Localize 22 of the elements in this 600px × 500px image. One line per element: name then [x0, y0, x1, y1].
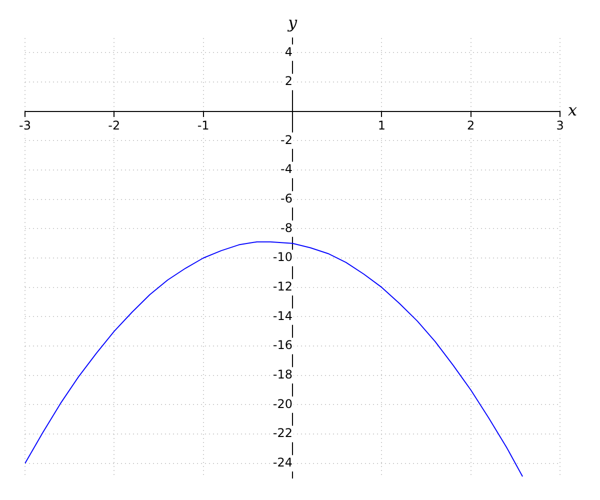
- x-tick-label: -1: [197, 118, 210, 133]
- y-tick-label: -14: [272, 308, 292, 323]
- y-tick-label: 4: [284, 44, 292, 59]
- x-tick-label: -3: [19, 118, 31, 133]
- x-tick-label: 3: [556, 118, 564, 133]
- x-axis-title: x: [568, 100, 578, 120]
- y-tick-label: -24: [272, 455, 292, 470]
- x-tick-label: 1: [378, 118, 386, 133]
- y-tick-label: -12: [272, 279, 292, 294]
- y-tick-label: 2: [284, 74, 292, 88]
- y-tick-label: -4: [280, 162, 292, 176]
- y-tick-label: -6: [280, 191, 292, 206]
- x-tick-label: 2: [467, 118, 475, 133]
- y-tick-label: -2: [280, 132, 292, 147]
- y-tick-label: -20: [272, 396, 292, 411]
- x-tick-label: -2: [108, 118, 120, 133]
- y-tick-label: -22: [272, 426, 292, 440]
- y-tick-label: -8: [280, 220, 292, 235]
- y-tick-label: -18: [272, 367, 292, 382]
- y-axis-title: y: [286, 13, 298, 32]
- y-tick-label: -16: [272, 338, 292, 352]
- y-tick-label: -10: [272, 250, 292, 264]
